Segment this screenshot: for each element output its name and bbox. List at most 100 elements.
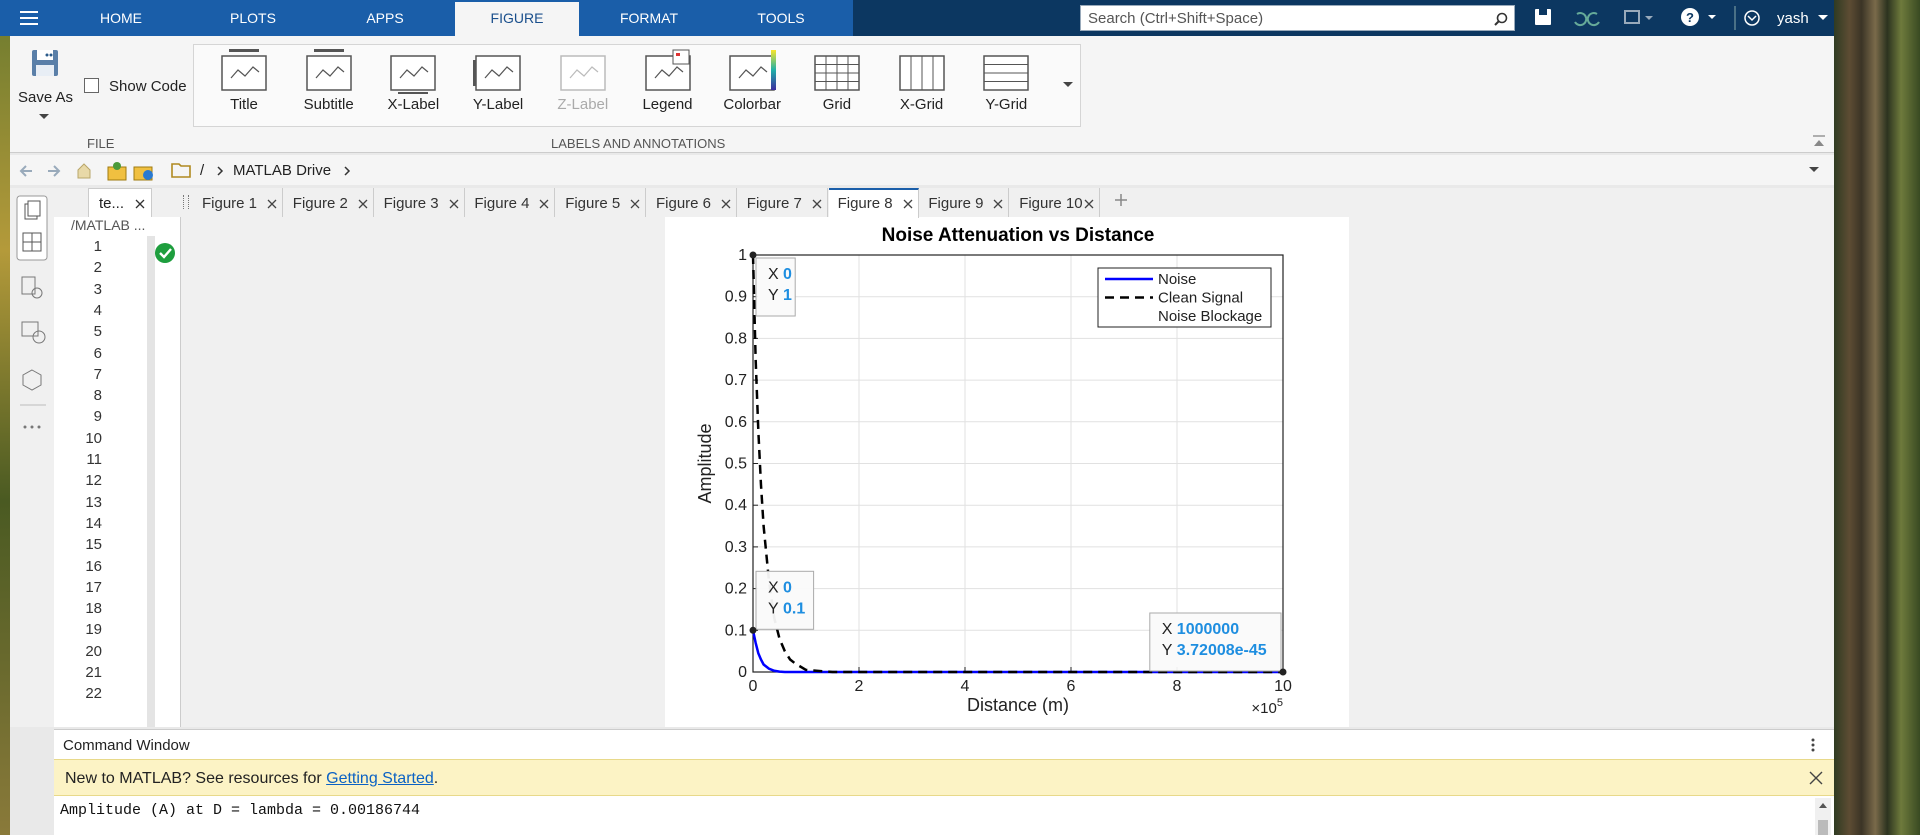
close-tab[interactable] xyxy=(135,199,145,209)
collapse-ribbon[interactable] xyxy=(1812,134,1826,148)
gallery-expand[interactable] xyxy=(1062,80,1074,90)
line-number: 16 xyxy=(85,557,102,575)
y-tick-label: 0.9 xyxy=(725,289,747,306)
add-tab[interactable] xyxy=(1114,193,1128,207)
figure-tab-label: Figure 3 xyxy=(383,195,439,212)
toolstrip-tab[interactable]: FIGURE xyxy=(490,10,544,26)
banner-close[interactable] xyxy=(1808,770,1824,786)
close-tab[interactable] xyxy=(1084,199,1094,209)
menu-icon[interactable] xyxy=(20,10,38,26)
toolstrip-tab[interactable]: HOME xyxy=(100,10,142,26)
address-dropdown[interactable] xyxy=(1808,165,1820,175)
ribbon-button[interactable]: Y-Grid xyxy=(966,46,1046,124)
line-number: 10 xyxy=(85,429,102,447)
section-label: FILE xyxy=(87,136,115,151)
toolstrip-tab[interactable]: TOOLS xyxy=(757,10,805,26)
x-tick-label: 6 xyxy=(1067,678,1076,695)
save-as-caret[interactable] xyxy=(39,113,49,121)
close-tab[interactable] xyxy=(267,199,277,209)
close-glyph xyxy=(539,199,549,209)
ribbon-button[interactable]: Colorbar xyxy=(712,46,792,124)
scrollbar[interactable] xyxy=(1815,798,1831,835)
path-separator xyxy=(217,166,224,176)
quick-access-icons[interactable]: ? xyxy=(1533,6,1833,30)
close-tab[interactable] xyxy=(812,199,822,209)
ribbon-icon xyxy=(560,55,606,91)
datatip-y-label: Y xyxy=(1162,642,1173,659)
save-as-icon[interactable] xyxy=(28,48,62,80)
figure-tab-label: Figure 10 xyxy=(1019,195,1083,212)
ribbon-button[interactable]: Grid xyxy=(797,46,877,124)
figure-tab[interactable]: Figure 4 xyxy=(465,188,556,217)
panel-menu[interactable] xyxy=(1810,737,1816,753)
figure-tab-label: Figure 1 xyxy=(202,195,258,212)
ribbon-button-label: X-Label xyxy=(387,96,440,113)
editor-tab[interactable]: te... xyxy=(88,188,152,218)
figure-tab[interactable]: Figure 5 xyxy=(556,188,647,217)
close-tab[interactable] xyxy=(449,199,459,209)
save-as-label[interactable]: Save As xyxy=(18,89,74,106)
line-number: 2 xyxy=(93,259,102,277)
show-code-label[interactable]: Show Code xyxy=(109,78,187,95)
close-glyph xyxy=(903,199,913,209)
ribbon-button[interactable]: Y-Label xyxy=(458,46,538,124)
toolstrip-tab[interactable]: FORMAT xyxy=(619,10,679,26)
ribbon-button[interactable]: X-Label xyxy=(373,46,453,124)
figure-tab[interactable]: Figure 1 xyxy=(193,188,283,217)
line-number: 8 xyxy=(93,387,102,405)
datatip-box xyxy=(755,257,796,317)
close-glyph xyxy=(358,199,368,209)
ribbon-button[interactable]: Subtitle xyxy=(289,46,369,124)
figure-tab[interactable]: Figure 7 xyxy=(737,188,828,217)
datatip-marker xyxy=(749,626,757,634)
line-number: 1 xyxy=(93,238,102,255)
x-axis-label: Distance (m) xyxy=(967,695,1069,715)
plus-glyph xyxy=(1115,194,1127,206)
code-analyzer-ok[interactable] xyxy=(154,242,176,264)
y-tick-label: 0.3 xyxy=(725,539,747,556)
banner-link[interactable]: Getting Started xyxy=(326,770,434,787)
navigation-icons[interactable] xyxy=(18,160,168,182)
show-code-checkbox[interactable] xyxy=(84,78,99,93)
toolstrip-tab[interactable]: APPS xyxy=(366,10,404,26)
close-tab[interactable] xyxy=(721,199,731,209)
path-root[interactable]: / xyxy=(200,162,205,179)
y-tick-label: 0 xyxy=(738,664,747,681)
side-icons[interactable] xyxy=(12,192,52,442)
icon-frame xyxy=(475,55,521,91)
close-tab[interactable] xyxy=(993,199,1003,209)
close-glyph xyxy=(1084,199,1094,209)
search-box[interactable]: Search (Ctrl+Shift+Space) xyxy=(1080,5,1515,31)
figure-tab-label: Figure 5 xyxy=(565,195,621,212)
path-folder[interactable]: MATLAB Drive xyxy=(233,162,332,179)
figure-tab[interactable]: Figure 10 xyxy=(1010,188,1101,217)
close-tab[interactable] xyxy=(358,199,368,209)
figure-tab[interactable]: Figure 6 xyxy=(647,188,737,217)
line-number: 9 xyxy=(93,408,102,426)
line-number: 17 xyxy=(85,578,102,596)
chart: Noise Attenuation vs Distance 0 0.1 0.2 0.3 0… xyxy=(695,225,1292,717)
figure-tab[interactable]: Figure 8 xyxy=(828,188,919,218)
close-tab[interactable] xyxy=(630,199,640,209)
toolstrip-tab[interactable]: PLOTS xyxy=(230,10,276,26)
figure-tab[interactable]: Figure 3 xyxy=(374,188,465,217)
icon-frame xyxy=(729,55,775,91)
close-glyph xyxy=(812,199,822,209)
icon-curve xyxy=(738,66,768,79)
icon-bar xyxy=(313,49,344,52)
figure-tab[interactable]: Figure 2 xyxy=(283,188,374,217)
close-glyph xyxy=(630,199,640,209)
y-tick-label: 0.2 xyxy=(725,581,747,598)
ribbon-button-label: Legend xyxy=(642,96,693,113)
figure-tab[interactable]: Figure 9 xyxy=(919,188,1010,217)
user-name[interactable]: yash xyxy=(1777,10,1809,27)
ribbon-button[interactable]: Legend xyxy=(628,46,708,124)
ribbon-button-label: Title xyxy=(230,96,258,113)
ribbon-button[interactable]: Title xyxy=(204,46,284,124)
close-tab[interactable] xyxy=(903,199,913,209)
ribbon-button[interactable]: X-Grid xyxy=(882,46,962,124)
desktop-bg-left xyxy=(0,0,10,835)
y-tick-label: 1 xyxy=(738,247,747,264)
close-tab[interactable] xyxy=(539,199,549,209)
datatip-box xyxy=(755,570,815,630)
